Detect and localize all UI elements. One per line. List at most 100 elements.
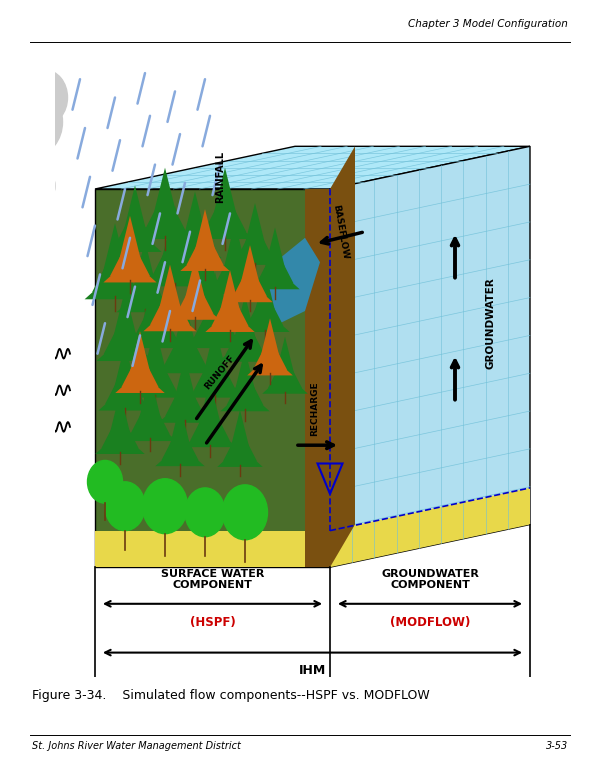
Polygon shape [239,245,262,291]
Polygon shape [97,336,154,361]
Polygon shape [176,277,214,314]
Text: (HSPF): (HSPF) [190,615,235,629]
Polygon shape [95,531,330,567]
Circle shape [5,155,55,216]
Polygon shape [132,296,178,341]
Polygon shape [143,257,208,287]
Polygon shape [85,272,145,299]
Polygon shape [141,326,169,384]
Polygon shape [236,223,274,259]
Polygon shape [220,389,270,411]
Polygon shape [256,247,293,284]
Polygon shape [134,349,176,391]
Circle shape [7,89,62,155]
Circle shape [0,179,8,260]
Polygon shape [103,259,157,283]
Polygon shape [232,295,258,349]
Polygon shape [121,351,158,387]
Polygon shape [197,214,254,239]
Text: IHM: IHM [299,664,326,678]
Text: BASEFLOW: BASEFLOW [331,204,349,260]
Circle shape [105,482,145,531]
Polygon shape [100,223,130,284]
Polygon shape [226,369,263,406]
Polygon shape [259,319,281,364]
Polygon shape [140,272,170,333]
Polygon shape [221,222,249,280]
Polygon shape [112,344,138,398]
Text: 3-53: 3-53 [546,741,568,751]
Polygon shape [98,387,152,410]
Polygon shape [122,186,148,239]
Polygon shape [104,312,146,354]
Polygon shape [101,412,139,448]
Circle shape [223,485,268,540]
Polygon shape [143,190,187,232]
Polygon shape [247,355,293,375]
Polygon shape [194,349,236,391]
Circle shape [0,67,5,128]
Polygon shape [95,146,530,189]
Polygon shape [157,265,184,319]
Polygon shape [223,428,257,462]
Polygon shape [158,399,212,423]
Polygon shape [143,308,197,331]
Polygon shape [175,284,235,312]
Polygon shape [262,373,308,394]
Polygon shape [164,325,206,367]
Polygon shape [190,235,220,297]
Polygon shape [225,316,265,355]
Polygon shape [206,268,263,294]
Polygon shape [151,232,199,279]
Polygon shape [192,296,238,341]
Polygon shape [218,338,272,362]
Polygon shape [230,242,280,265]
Polygon shape [150,286,190,325]
Polygon shape [92,248,138,292]
Circle shape [185,488,225,537]
Polygon shape [250,267,300,289]
Polygon shape [233,263,267,297]
Polygon shape [175,213,215,252]
Circle shape [0,149,22,223]
Polygon shape [193,209,217,259]
Text: (MODFLOW): (MODFLOW) [390,615,470,629]
Polygon shape [253,336,287,370]
Polygon shape [211,290,248,326]
Polygon shape [182,191,208,246]
Circle shape [143,479,187,534]
Circle shape [0,308,7,375]
Polygon shape [184,423,236,447]
Polygon shape [305,189,330,567]
Text: GROUNDWATER
COMPONENT: GROUNDWATER COMPONENT [381,569,479,591]
Text: SURFACE WATER
COMPONENT: SURFACE WATER COMPONENT [161,569,264,591]
Polygon shape [274,336,296,383]
Polygon shape [130,395,170,434]
Polygon shape [161,424,199,460]
Text: Chapter 3 Model Configuration: Chapter 3 Model Configuration [408,19,568,29]
Polygon shape [330,146,355,567]
Polygon shape [124,417,176,441]
Polygon shape [95,432,145,454]
Polygon shape [214,246,256,287]
Polygon shape [211,168,239,225]
Polygon shape [229,409,251,456]
Polygon shape [182,258,208,308]
Polygon shape [218,270,242,320]
Circle shape [22,70,67,125]
Text: GROUNDWATER: GROUNDWATER [485,277,495,369]
Polygon shape [233,350,257,399]
Polygon shape [180,249,230,271]
Polygon shape [203,190,247,232]
Polygon shape [187,372,244,398]
Polygon shape [116,216,143,270]
Polygon shape [137,214,193,239]
Polygon shape [167,404,193,455]
Polygon shape [253,270,277,320]
Polygon shape [169,234,221,258]
Polygon shape [137,375,163,428]
Polygon shape [217,447,263,467]
Polygon shape [182,260,228,304]
Polygon shape [124,263,166,305]
Text: RAINFALL: RAINFALL [215,151,225,203]
